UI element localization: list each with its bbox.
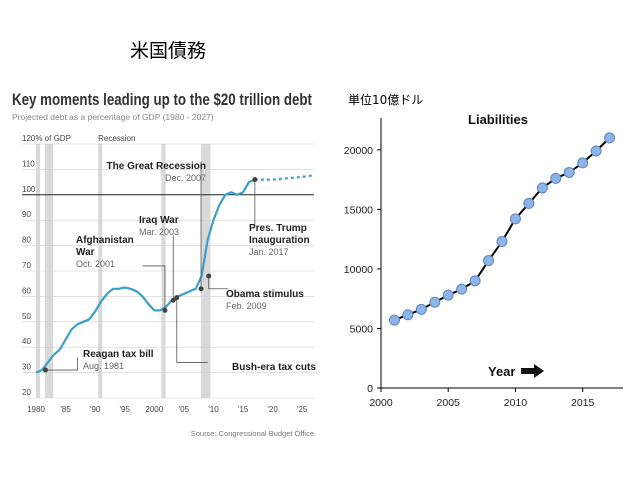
annotation-marker: [42, 367, 48, 373]
data-point: [483, 255, 495, 267]
x-tick-label: '10: [208, 405, 219, 414]
y-tick-label: 20: [22, 388, 31, 397]
arrow-icon: [521, 364, 544, 378]
recession-label: Recession: [98, 134, 135, 143]
data-point: [604, 132, 616, 144]
chart-title: Key moments leading up to the $20 trilli…: [12, 90, 312, 109]
annotation-leader: [176, 297, 208, 363]
x-tick-label: 2005: [437, 397, 461, 409]
annotation-date: Aug. 1981: [83, 361, 124, 371]
annotation-marker: [174, 295, 180, 301]
data-point: [563, 166, 575, 178]
data-point: [496, 236, 508, 248]
annotation-title: Afghanistan: [76, 235, 134, 246]
debt-line: [35, 178, 256, 374]
unit-label: 単位10億ドル: [348, 92, 423, 107]
annotation-date: Mar. 2003: [139, 227, 179, 237]
chart-source: Source: Congressional Budget Office: [191, 429, 314, 438]
data-point: [523, 197, 535, 209]
annotation-title: Bush-era tax cuts: [232, 362, 316, 373]
y-tick-label: 20000: [344, 145, 373, 157]
liabilities-chart: 単位10億ドル 0 5000 10000 15000 20000 2000 2005 2010…: [344, 92, 623, 409]
data-point: [429, 296, 441, 308]
chart-subtitle: Projected debt as a percentage of GDP (1…: [12, 112, 214, 122]
annotation-title: The Great Recession: [107, 161, 206, 172]
annotation-marker: [198, 286, 204, 292]
annotation-date: Jan. 2017: [249, 247, 289, 257]
data-point: [442, 289, 454, 301]
x-tick-label: '85: [60, 405, 71, 414]
debt-gdp-chart: Key moments leading up to the $20 trilli…: [12, 90, 316, 438]
annotation-title: Iraq War: [139, 215, 179, 226]
y-tick-label: 10000: [344, 264, 373, 276]
annotation-date: Dec. 2007: [165, 173, 206, 183]
data-point: [402, 309, 414, 321]
annotation-marker: [170, 297, 176, 303]
y-tick-label: 40: [22, 337, 31, 346]
y-tick-label: 110: [22, 159, 35, 168]
x-tick-label: '25: [297, 405, 308, 414]
y-tick-label: 50: [22, 312, 31, 321]
x-tick-label: '05: [179, 405, 190, 414]
y-tick-label: 60: [22, 286, 31, 295]
data-point: [590, 145, 602, 157]
annotation-leader: [208, 276, 229, 290]
annotation-leader: [142, 265, 166, 311]
annotation-title: Reagan tax bill: [83, 349, 154, 360]
annotation-title: Obama stimulus: [226, 289, 304, 300]
y-tick-label: 0: [367, 383, 373, 395]
chart-title: Liabilities: [468, 112, 528, 127]
x-tick-label: 2015: [571, 397, 595, 409]
data-point: [456, 283, 468, 295]
y-tick-label: 30: [22, 363, 31, 372]
liabilities-line: [394, 137, 611, 322]
slide-title: 米国債務: [130, 40, 207, 62]
y-tick-label: 100: [22, 185, 36, 194]
data-point: [415, 303, 427, 315]
annotation-date: Feb. 2009: [226, 301, 267, 311]
x-tick-label: '95: [120, 405, 131, 414]
y-tick-label: 90: [22, 210, 31, 219]
x-tick-label: '20: [267, 405, 278, 414]
y-tick-label: 15000: [344, 204, 373, 216]
y-axis-label: 120% of GDP: [22, 134, 71, 143]
y-tick-label: 80: [22, 236, 31, 245]
projected-debt-line: [254, 174, 315, 181]
x-tick-label: 2010: [504, 397, 528, 409]
data-point: [509, 213, 521, 225]
y-tick-label: 70: [22, 261, 31, 270]
annotation-marker: [162, 307, 168, 313]
x-tick-label: 2000: [369, 397, 393, 409]
data-point: [469, 275, 481, 287]
y-tick-label: 5000: [350, 323, 374, 335]
annotation-leader: [45, 357, 78, 371]
data-point: [536, 182, 548, 194]
x-axis-label: Year: [488, 364, 515, 379]
annotation-marker: [252, 177, 258, 183]
annotation-title: Inauguration: [249, 235, 310, 246]
x-tick-label: '15: [238, 405, 249, 414]
x-tick-label: '90: [90, 405, 101, 414]
annotation-title: War: [76, 247, 95, 258]
annotation-title: Pres. Trump: [249, 223, 307, 234]
data-point: [577, 157, 589, 169]
data-point: [388, 314, 400, 326]
x-tick-label: 1980: [27, 405, 45, 414]
annotation-marker: [206, 273, 212, 279]
data-point: [550, 172, 562, 184]
x-tick-label: 2000: [145, 405, 163, 414]
annotation-date: Oct. 2001: [76, 259, 115, 269]
